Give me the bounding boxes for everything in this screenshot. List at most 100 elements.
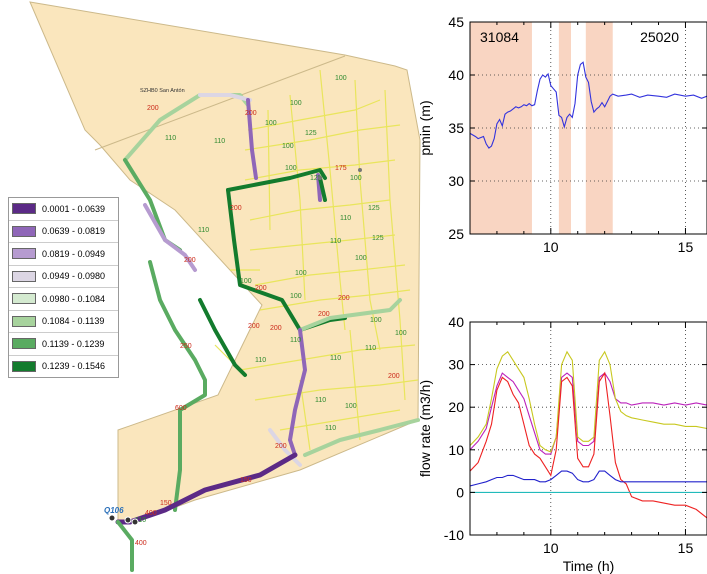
pipe-diameter-labels: 110 110 100 100 100 125 125 175 100 110 …	[135, 75, 407, 547]
pipe-lateral	[116, 520, 134, 572]
annotation-label: 31084	[480, 29, 519, 45]
pipe-label: 125	[305, 130, 317, 137]
legend-item: 0.0949 - 0.0980	[9, 266, 118, 288]
pipe-label: 125	[368, 205, 380, 212]
pipe-label: 100	[265, 120, 277, 127]
node-id-label: Q106	[104, 506, 124, 515]
pipe-label: 100	[240, 278, 252, 285]
pipe-label: 175	[335, 165, 347, 172]
main-pipes	[115, 93, 420, 572]
series-line	[470, 350, 707, 453]
legend-label: 0.0001 - 0.0639	[42, 203, 106, 214]
district-border-line	[94, 55, 346, 151]
x-tick-label: 15	[678, 540, 694, 556]
pipe-label: 110	[330, 238, 341, 245]
legend-swatch	[12, 315, 36, 327]
pipe-label: 110	[325, 425, 336, 432]
x-tick-label: 10	[543, 239, 559, 255]
zone-label: SZHB0 San Antón	[140, 88, 185, 94]
y-tick-label: 40	[448, 67, 464, 83]
node-marker	[124, 516, 132, 524]
legend-label: 0.0949 - 0.0980	[42, 271, 106, 282]
pipe-label: 100	[345, 403, 357, 410]
y-tick-label: 30	[448, 357, 464, 373]
pipe-label: 125	[310, 175, 322, 182]
shaded-interval	[470, 22, 532, 234]
pipe-short-green	[318, 176, 327, 202]
legend-swatch	[12, 248, 36, 260]
pipe-label: 100	[370, 317, 382, 324]
pipe-label: 200	[245, 110, 257, 117]
pipe-dark-green-main	[226, 168, 327, 192]
pipe-label: 110	[255, 357, 266, 364]
pipe-label: 110	[165, 135, 176, 142]
pipe-label: 110	[330, 355, 341, 362]
pipe-label: 110	[290, 337, 301, 344]
secondary-pipes	[214, 69, 419, 451]
pipe-label: 100	[282, 143, 294, 150]
pipe-label: 200	[338, 295, 350, 302]
legend-swatch	[12, 270, 36, 282]
node-marker	[318, 176, 322, 180]
y-tick-label: 25	[448, 226, 464, 242]
pipe-label: 100	[335, 75, 347, 82]
series-line	[470, 470, 707, 487]
pipe-label: 200	[318, 311, 330, 318]
x-axis-label: Time (h)	[563, 558, 615, 574]
map-legend: 0.0001 - 0.0639 0.0639 - 0.0819 0.0819 -…	[8, 197, 119, 378]
pipe-label: 100	[290, 100, 302, 107]
legend-label: 0.1084 - 0.1139	[42, 316, 105, 327]
pipe-label: 200	[270, 325, 282, 332]
legend-swatch	[12, 293, 36, 305]
node-marker	[131, 518, 139, 526]
annotation-label: 25020	[640, 29, 679, 45]
pipe-label: 600	[175, 405, 187, 412]
pipe-label: 100	[285, 165, 297, 172]
pipe-label: 150	[240, 477, 252, 484]
pipe-label: 100	[395, 330, 407, 337]
y-tick-label: 40	[448, 314, 464, 330]
y-tick-label: 0	[456, 484, 464, 500]
y-tick-label: 20	[448, 399, 464, 415]
pipe-violet-light	[143, 203, 197, 272]
y-axis-label: flow rate (m3/h)	[418, 380, 433, 477]
legend-swatch	[12, 338, 36, 350]
legend-swatch	[12, 203, 36, 215]
node-marker	[108, 514, 116, 522]
pipe-dark-green-west	[198, 298, 247, 377]
node-marker	[358, 168, 362, 172]
series-line	[470, 61, 707, 149]
series-line	[470, 371, 707, 519]
legend-item: 0.0980 - 0.1084	[9, 288, 118, 311]
pipe-label: 150	[160, 500, 172, 507]
legend-swatch	[12, 225, 36, 237]
x-tick-label: 15	[678, 239, 694, 255]
pipe-gray	[198, 93, 252, 102]
pipe-medium-green-west	[148, 260, 207, 512]
y-tick-label: 45	[448, 14, 464, 30]
legend-item: 0.0819 - 0.0949	[9, 243, 118, 266]
pipe-light-green-south	[303, 418, 420, 457]
network-map[interactable]: 110 110 100 100 100 125 125 175 100 110 …	[0, 0, 460, 574]
pipe-label: 110	[214, 138, 225, 145]
legend-swatch	[12, 360, 36, 372]
flow-rate-chart: -10 0 10 20 30 40 10 15 flow rate (m3/h) Time (h)	[418, 314, 707, 574]
pipe-label: 250	[180, 343, 192, 350]
y-tick-label: 30	[448, 173, 464, 189]
y-tick-label: 10	[448, 442, 464, 458]
pipe-label: 200	[147, 105, 159, 112]
legend-label: 0.1239 - 0.1546	[42, 361, 106, 372]
series-line	[470, 372, 707, 455]
legend-item: 0.0001 - 0.0639	[9, 198, 118, 221]
legend-item: 0.0639 - 0.0819	[9, 221, 118, 243]
legend-item: 0.1239 - 0.1546	[9, 356, 118, 378]
pressure-chart: 25 30 35 40 45 10 15 pmin (m) 31084 25020	[418, 14, 707, 255]
legend-item: 0.1139 - 0.1239	[9, 333, 118, 356]
shaded-interval	[558, 22, 571, 234]
pipe-label: 400	[135, 540, 147, 547]
pipe-label: 200	[255, 285, 267, 292]
network-nodes	[108, 168, 362, 526]
legend-label: 0.0819 - 0.0949	[42, 248, 106, 259]
y-tick-label: -10	[444, 527, 464, 543]
pipe-label: 110	[365, 345, 376, 352]
